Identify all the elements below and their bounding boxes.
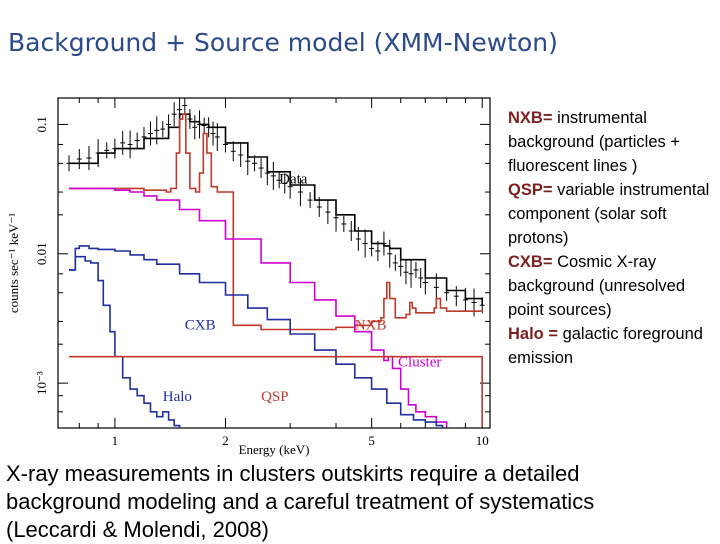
caption-line-3: (Leccardi & Molendi, 2008) bbox=[6, 517, 269, 542]
data-point bbox=[182, 98, 188, 114]
data-point bbox=[192, 115, 198, 140]
series-data-model-line bbox=[69, 113, 483, 306]
note-nxb: NXB= instrumental background (particles … bbox=[508, 106, 713, 178]
data-point bbox=[238, 143, 244, 168]
x-axis-label: Energy (keV) bbox=[239, 442, 310, 457]
data-point bbox=[171, 102, 177, 127]
x-tick-label: 5 bbox=[368, 433, 375, 448]
data-point bbox=[348, 220, 354, 241]
series-qsp-line bbox=[69, 355, 483, 427]
data-point bbox=[154, 116, 160, 145]
background-component-notes: NXB= instrumental background (particles … bbox=[508, 106, 713, 370]
data-point bbox=[86, 145, 92, 170]
data-point bbox=[307, 192, 313, 209]
data-point bbox=[127, 130, 133, 159]
data-point bbox=[282, 173, 288, 194]
data-point bbox=[120, 130, 126, 155]
data-point bbox=[252, 155, 258, 172]
plot-frame bbox=[57, 97, 491, 429]
note-nxb-key: NXB= bbox=[508, 109, 553, 127]
data-point bbox=[453, 286, 459, 307]
series-nxb-line bbox=[69, 113, 483, 331]
x-tick-label: 1 bbox=[112, 433, 119, 448]
slide-caption: X-ray measurements in clusters outskirts… bbox=[6, 460, 716, 544]
caption-line-1: X-ray measurements in clusters outskirts… bbox=[6, 461, 580, 486]
data-point bbox=[258, 158, 264, 179]
data-point bbox=[210, 121, 216, 146]
note-halo: Halo = galactic foreground emission bbox=[508, 322, 713, 370]
y-tick-label: 10⁻³ bbox=[34, 371, 49, 395]
note-cxb: CXB= Cosmic X-ray background (unresolved… bbox=[508, 250, 713, 322]
data-point bbox=[387, 239, 393, 268]
data-point bbox=[418, 267, 424, 288]
note-qsp: QSP= variable instrumental component (so… bbox=[508, 178, 713, 250]
chart-svg: 1 2 5 10 0.1 0.01 10⁻³ Data CXB NXB Cluster Halo QS… bbox=[6, 97, 491, 457]
series-cxb-line bbox=[69, 245, 444, 428]
data-point bbox=[104, 142, 110, 159]
series-halo-line bbox=[69, 255, 181, 428]
data-point bbox=[362, 229, 368, 258]
data-point bbox=[270, 161, 276, 190]
data-point bbox=[392, 254, 398, 271]
x-tick-label: 10 bbox=[476, 433, 489, 448]
note-halo-text: galactic foreground emission bbox=[508, 325, 703, 367]
data-point bbox=[325, 200, 331, 225]
data-point bbox=[160, 121, 166, 138]
note-halo-key: Halo = bbox=[508, 325, 558, 343]
series-label-cluster: Cluster bbox=[398, 354, 441, 370]
note-cxb-key: CXB= bbox=[508, 253, 553, 271]
data-point bbox=[76, 149, 82, 170]
slide-title: Background + Source model (XMM-Newton) bbox=[8, 28, 558, 57]
data-point bbox=[413, 261, 419, 278]
series-label-halo: Halo bbox=[163, 389, 192, 405]
series-cluster-line bbox=[69, 187, 448, 427]
y-tick-label: 0.01 bbox=[34, 242, 49, 265]
data-point bbox=[297, 178, 303, 207]
series-label-data: Data bbox=[279, 171, 308, 187]
x-tick-label: 2 bbox=[222, 433, 229, 448]
series-label-nxb: NXB bbox=[355, 317, 387, 333]
data-point bbox=[341, 215, 347, 232]
caption-line-2: background modeling and a careful treatm… bbox=[6, 489, 595, 514]
series-label-cxb: CXB bbox=[185, 317, 216, 333]
series-label-qsp: QSP bbox=[261, 389, 289, 405]
note-cxb-text: Cosmic X-ray background (unresolved poin… bbox=[508, 253, 686, 319]
note-qsp-text: variable instrumental component (solar s… bbox=[508, 181, 710, 247]
note-nxb-text: instrumental background (particles + flu… bbox=[508, 109, 680, 175]
series-data bbox=[66, 98, 485, 317]
y-axis-label: counts sec⁻¹ keV⁻¹ bbox=[6, 213, 21, 313]
data-point bbox=[147, 121, 153, 146]
data-point bbox=[403, 260, 409, 285]
note-qsp-key: QSP= bbox=[508, 181, 553, 199]
data-point bbox=[408, 259, 414, 288]
spectrum-chart: 1 2 5 10 0.1 0.01 10⁻³ Data CXB NXB Cluster Halo QS… bbox=[0, 90, 500, 460]
data-point bbox=[471, 288, 477, 317]
data-point bbox=[134, 132, 140, 149]
data-point bbox=[375, 241, 381, 262]
data-point bbox=[201, 117, 207, 134]
data-point bbox=[230, 141, 236, 162]
data-point bbox=[276, 172, 282, 189]
y-tick-label: 0.1 bbox=[34, 116, 49, 132]
